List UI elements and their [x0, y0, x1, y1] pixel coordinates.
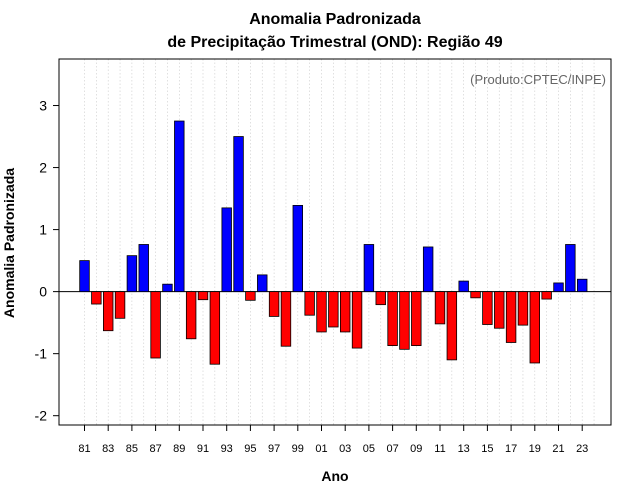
bar-22 [565, 244, 576, 293]
x-axis: 81 83 85 87 89 91 93 95 97 99 01 03 05 07 09 11 13 15 17 19… [78, 425, 588, 455]
bar-85 [126, 255, 138, 293]
x-tick-label-81: 81 [78, 443, 90, 455]
x-tick-label-11: 11 [434, 443, 445, 455]
bar-14 [470, 291, 481, 299]
bar-96 [257, 274, 268, 293]
bar-84 [114, 291, 126, 319]
x-tick-label-91: 91 [197, 443, 209, 455]
x-tick-label-97: 97 [268, 443, 280, 455]
bar-09 [411, 291, 422, 347]
bar-95 [245, 291, 256, 301]
x-tick-label-19: 19 [529, 443, 541, 455]
bar-20 [541, 291, 552, 300]
x-tick-label-03: 03 [339, 443, 351, 455]
bar-90 [185, 291, 197, 340]
bar-02 [328, 291, 339, 328]
bar-17 [505, 291, 517, 343]
bar-21 [553, 282, 564, 293]
bar-89 [174, 120, 185, 293]
chart-title: Anomalia Padronizada [249, 11, 421, 28]
bar-00 [304, 291, 315, 316]
bar-08 [399, 291, 410, 350]
bar-83 [103, 291, 114, 332]
bar-04 [351, 291, 363, 349]
bar-93 [221, 207, 232, 293]
bar-19 [529, 291, 541, 364]
y-tick-label-2: 2 [39, 160, 47, 176]
bar-91 [197, 291, 209, 301]
bar-82 [91, 291, 102, 305]
y-tick-label-0: 0 [39, 284, 47, 300]
x-tick-label-23: 23 [576, 443, 588, 455]
x-tick-label-95: 95 [244, 443, 256, 455]
bar-81 [79, 260, 90, 293]
bar-86 [138, 244, 149, 293]
x-tick-label-83: 83 [102, 443, 114, 455]
bar-06 [375, 291, 386, 306]
x-tick-label-15: 15 [481, 443, 493, 455]
x-tick-label-93: 93 [221, 443, 233, 455]
chart-subtitle: de Precipitação Trimestral (OND): Região… [167, 34, 502, 51]
y-tick-label--2: -2 [35, 408, 48, 424]
bar-23 [577, 278, 588, 293]
x-tick-label-05: 05 [363, 443, 375, 455]
bar-98 [280, 291, 292, 347]
x-tick-label-99: 99 [292, 443, 304, 455]
bar-07 [387, 291, 398, 347]
credit-annotation: (Produto:CPTEC/INPE) [470, 72, 606, 87]
x-tick-label-21: 21 [552, 443, 564, 455]
bar-94 [233, 136, 244, 293]
y-tick-label--1: -1 [35, 346, 48, 362]
x-tick-label-85: 85 [126, 443, 138, 455]
bar-92 [209, 291, 221, 365]
bars [79, 120, 588, 365]
bar-12 [446, 291, 458, 361]
bar-10 [422, 246, 434, 293]
plot-frame [58, 58, 612, 426]
bar-99 [292, 204, 304, 293]
bar-18 [517, 291, 529, 326]
y-axis-title: Anomalia Padronizada [1, 168, 17, 318]
bar-01 [316, 291, 327, 333]
x-tick-label-17: 17 [505, 443, 517, 455]
y-axis: -2 -1 0 1 2 3 [35, 98, 59, 424]
bar-15 [482, 291, 493, 325]
bar-97 [268, 291, 280, 317]
bar-13 [458, 280, 469, 293]
bar-87 [150, 291, 161, 359]
y-tick-label-3: 3 [39, 98, 47, 114]
x-tick-label-87: 87 [149, 443, 161, 455]
x-axis-title: Ano [321, 468, 348, 484]
bar-05 [363, 244, 375, 293]
bar-03 [339, 291, 351, 333]
x-tick-label-07: 07 [386, 443, 398, 455]
x-tick-label-09: 09 [410, 443, 422, 455]
bar-16 [494, 291, 505, 329]
bar-11 [434, 291, 446, 325]
x-tick-label-89: 89 [173, 443, 185, 455]
grid-lines [84, 59, 595, 425]
y-tick-label-1: 1 [39, 222, 47, 238]
x-tick-label-01: 01 [315, 443, 327, 455]
bar-88 [162, 283, 173, 293]
x-tick-label-13: 13 [458, 443, 470, 455]
